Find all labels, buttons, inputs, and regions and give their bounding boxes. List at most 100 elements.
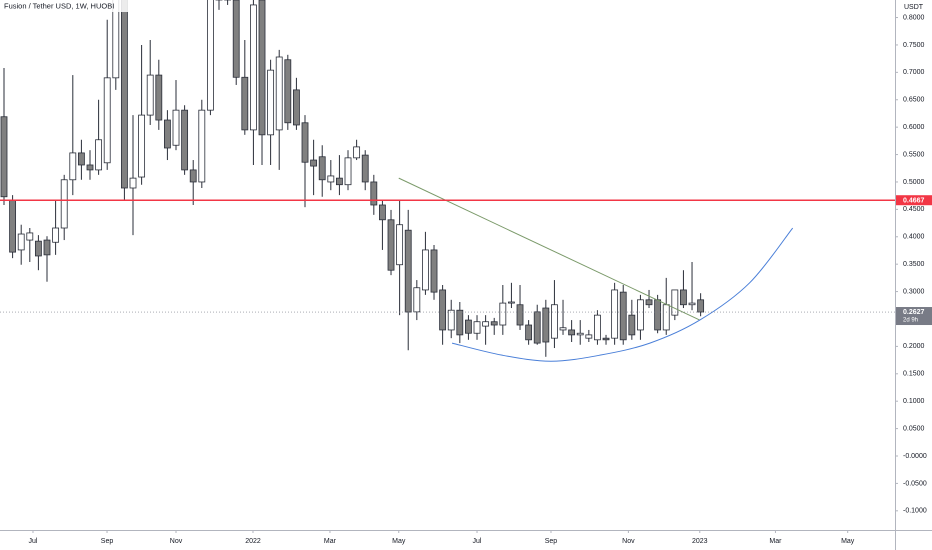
candle-body [198, 109, 206, 183]
candle-body [103, 77, 111, 164]
candle-body [9, 199, 17, 253]
x-tick-label: Mar [769, 538, 782, 545]
candle-body [232, 0, 240, 78]
candle-body [404, 229, 412, 313]
candle-body [361, 154, 369, 183]
candle-body [542, 307, 550, 343]
candle-body [645, 299, 653, 306]
candle-body [241, 76, 249, 131]
candle-body [370, 181, 378, 206]
candle-body [490, 321, 498, 326]
y-tick-label: 0.4500 [903, 206, 925, 213]
x-tick-label: May [392, 538, 406, 545]
x-tick-label: Jul [473, 538, 482, 545]
x-tick-label: Nov [622, 538, 635, 545]
y-tick-label: 0.3000 [903, 288, 925, 295]
candle-body [250, 4, 257, 131]
candle-body [602, 337, 610, 341]
candle-body [353, 146, 361, 159]
candle-body [499, 302, 507, 326]
x-tick-label: 2022 [245, 538, 261, 545]
candle-body [336, 177, 343, 186]
trendline [398, 177, 700, 321]
candle-body [206, 0, 214, 111]
candle-body [430, 249, 438, 293]
candle-body [310, 159, 318, 167]
y-tick-label: 0.1500 [903, 371, 925, 378]
candle-body [163, 119, 171, 149]
candle-body [344, 157, 352, 186]
candle-body [120, 0, 128, 189]
candle-body [525, 324, 533, 341]
y-tick-label: 0.6000 [903, 124, 925, 131]
candle-body [662, 304, 670, 331]
x-tick-label: Mar [324, 538, 337, 545]
candle-body [172, 109, 180, 146]
x-tick-label: Jul [29, 538, 38, 545]
candle-body [155, 74, 163, 121]
candle-body [318, 156, 326, 181]
candle-body [60, 179, 68, 229]
candle-body [516, 304, 524, 326]
y-tick-label: 0.3500 [903, 261, 925, 268]
candle-body [654, 299, 662, 331]
y-tick-label: 0.1000 [903, 398, 925, 405]
candle-body [138, 114, 146, 178]
candle-body [293, 89, 300, 126]
candle-body [422, 249, 429, 291]
candle-body [379, 204, 386, 221]
candle-body [95, 139, 103, 171]
candle-body [258, 0, 266, 136]
candle-body [396, 224, 404, 266]
y-tick-label: 0.7500 [903, 42, 925, 49]
candle-body [688, 302, 696, 306]
candle-body [129, 177, 137, 189]
last-price-box [896, 307, 932, 326]
candle-body [413, 287, 421, 313]
candle-body [533, 311, 541, 344]
candle-body [52, 227, 60, 243]
last-price-label: 0.2627 [903, 309, 925, 316]
y-axis-label: USDT [904, 4, 924, 11]
candle-body [465, 319, 472, 334]
candle-body [146, 74, 154, 116]
x-tick-label: 2023 [692, 538, 708, 545]
candle-body [697, 299, 705, 313]
y-tick-label: -0.1000 [903, 508, 927, 515]
candle-body [473, 321, 481, 334]
candle-body [69, 152, 77, 181]
candle-body [637, 299, 644, 331]
x-tick-label: May [841, 538, 855, 545]
candle-body [456, 309, 464, 336]
candle-body [284, 59, 292, 124]
candle-body [671, 289, 679, 316]
candle-body [181, 109, 189, 171]
y-tick-label: 0.5500 [903, 151, 925, 158]
y-tick-label: 0.4000 [903, 234, 925, 241]
y-tick-label: 0.7000 [903, 69, 925, 76]
candle-body [387, 219, 395, 271]
candle-body [301, 122, 309, 163]
y-tick-label: -0.0000 [903, 453, 927, 460]
chart-title: Fusion / Tether USD, 1W, HUOBI [4, 1, 114, 10]
y-tick-label: 0.8000 [903, 14, 925, 21]
candle-body [628, 314, 636, 336]
candle-body [17, 233, 25, 251]
candle-body [275, 56, 283, 131]
candle-body [680, 289, 687, 306]
candle-body [0, 116, 8, 198]
candle-body [611, 289, 619, 339]
candle-body [619, 291, 627, 341]
candle-body [26, 232, 34, 241]
candle-body [189, 169, 197, 183]
candle-body [439, 289, 447, 331]
y-tick-label: 0.6500 [903, 97, 925, 104]
candle-body [77, 152, 85, 166]
candle-body [267, 69, 275, 136]
x-tick-label: Sep [545, 538, 558, 545]
x-tick-label: Sep [101, 538, 114, 545]
candle-body [508, 301, 515, 304]
hline-label: 0.4667 [903, 198, 925, 205]
